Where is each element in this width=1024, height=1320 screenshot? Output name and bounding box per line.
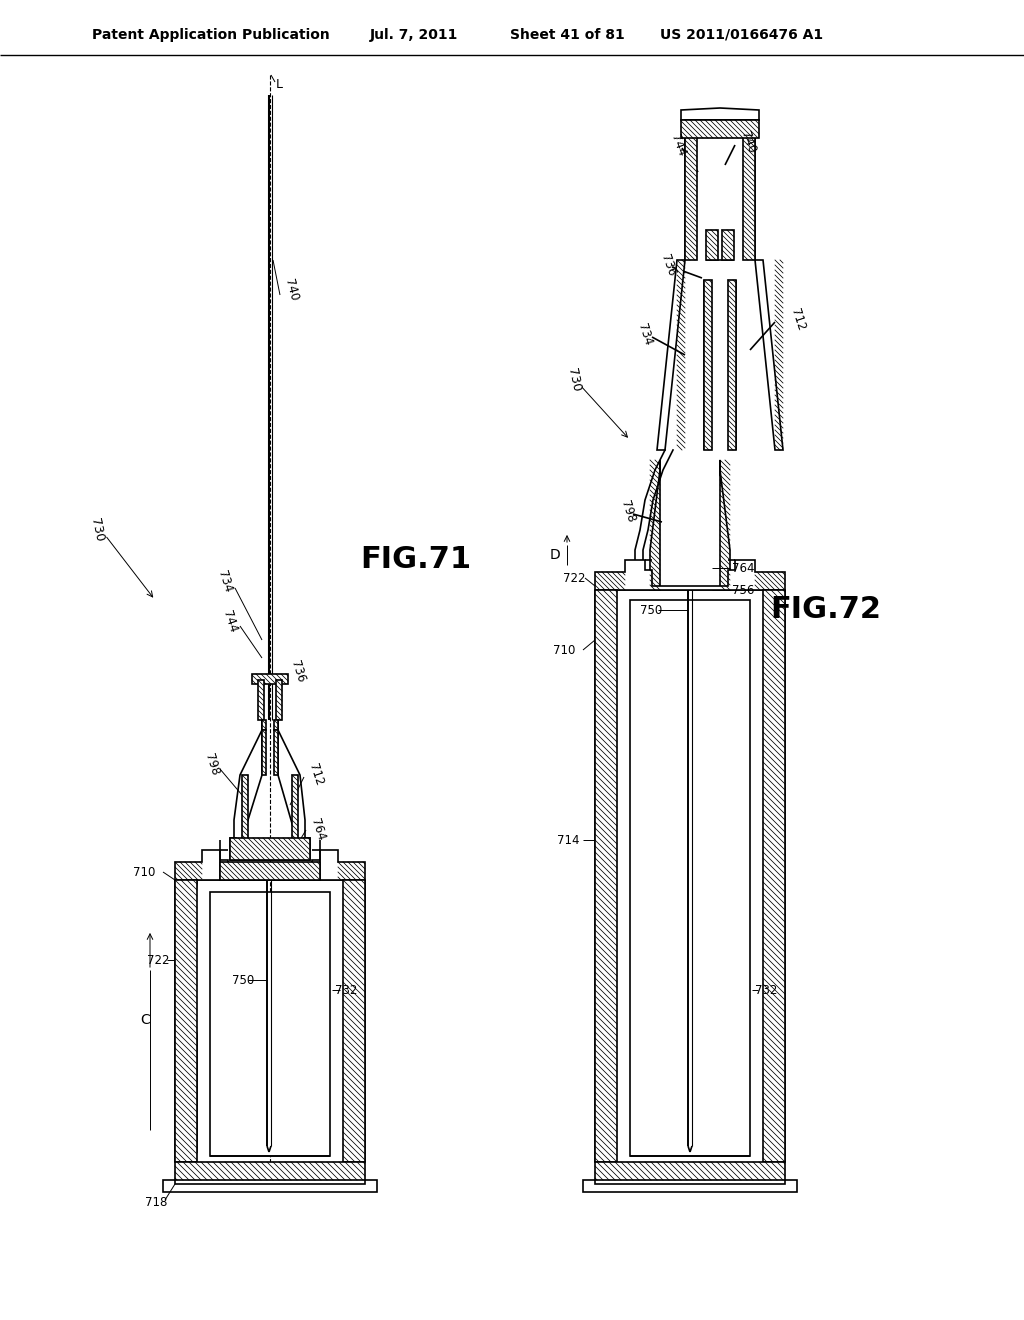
Text: 736: 736 — [658, 252, 678, 277]
Text: L: L — [276, 78, 283, 91]
Polygon shape — [657, 260, 685, 450]
Text: Patent Application Publication: Patent Application Publication — [92, 28, 330, 42]
Bar — [681, 120, 759, 139]
Text: FIG.72: FIG.72 — [770, 595, 881, 624]
Bar — [274, 719, 278, 730]
Polygon shape — [210, 892, 330, 1156]
Polygon shape — [230, 838, 310, 861]
Text: 730: 730 — [88, 517, 105, 543]
Text: 736: 736 — [288, 660, 307, 685]
Text: FIG.71: FIG.71 — [360, 545, 471, 574]
Polygon shape — [175, 850, 365, 880]
Bar — [262, 730, 266, 775]
Polygon shape — [175, 880, 197, 1152]
Bar — [252, 675, 288, 684]
Text: 764: 764 — [732, 561, 755, 574]
Text: 740: 740 — [282, 277, 300, 302]
Bar — [595, 590, 617, 1162]
Bar — [258, 680, 264, 719]
Bar — [262, 719, 266, 730]
Bar — [175, 1162, 365, 1180]
Text: US 2011/0166476 A1: US 2011/0166476 A1 — [660, 28, 823, 42]
Bar — [242, 775, 248, 840]
Bar — [705, 280, 712, 450]
Text: 764: 764 — [308, 817, 328, 842]
Bar — [706, 230, 718, 260]
Bar — [230, 838, 310, 861]
Text: 722: 722 — [563, 572, 586, 585]
Polygon shape — [163, 1180, 377, 1192]
Text: 710: 710 — [553, 644, 575, 656]
Bar — [685, 120, 697, 260]
Bar — [343, 880, 365, 1162]
Bar — [743, 120, 755, 260]
Text: Jul. 7, 2011: Jul. 7, 2011 — [370, 28, 459, 42]
Polygon shape — [220, 862, 319, 880]
Bar — [276, 680, 282, 719]
Text: 740: 740 — [738, 129, 758, 154]
Text: 744: 744 — [668, 132, 688, 158]
Text: 712: 712 — [306, 762, 326, 788]
Text: 714: 714 — [557, 833, 580, 846]
Bar — [220, 862, 319, 880]
Text: 732: 732 — [335, 983, 357, 997]
Text: 710: 710 — [133, 866, 156, 879]
Polygon shape — [595, 560, 785, 590]
Bar — [595, 1162, 785, 1180]
Polygon shape — [650, 459, 660, 590]
Bar — [722, 230, 734, 260]
Bar — [728, 280, 736, 450]
Text: 734: 734 — [635, 322, 654, 347]
Bar — [763, 590, 785, 1162]
Polygon shape — [583, 1180, 797, 1192]
Bar — [175, 880, 197, 1162]
Text: 798: 798 — [202, 752, 221, 777]
Text: 750: 750 — [232, 974, 254, 986]
Polygon shape — [630, 601, 750, 1156]
Text: 730: 730 — [565, 367, 583, 393]
Bar — [274, 730, 278, 775]
Text: 718: 718 — [145, 1196, 167, 1209]
Text: 712: 712 — [788, 308, 807, 333]
Text: D: D — [550, 548, 561, 562]
Text: C: C — [140, 1012, 150, 1027]
Text: 732: 732 — [755, 983, 777, 997]
Polygon shape — [681, 108, 759, 120]
Text: Sheet 41 of 81: Sheet 41 of 81 — [510, 28, 625, 42]
Text: 756: 756 — [732, 583, 755, 597]
Text: 744: 744 — [220, 610, 240, 635]
Text: 750: 750 — [640, 603, 663, 616]
Text: 722: 722 — [147, 953, 170, 966]
Bar — [292, 775, 298, 840]
Text: 734: 734 — [215, 569, 234, 594]
Polygon shape — [755, 260, 783, 450]
Text: 798: 798 — [618, 499, 637, 524]
Polygon shape — [720, 459, 730, 590]
